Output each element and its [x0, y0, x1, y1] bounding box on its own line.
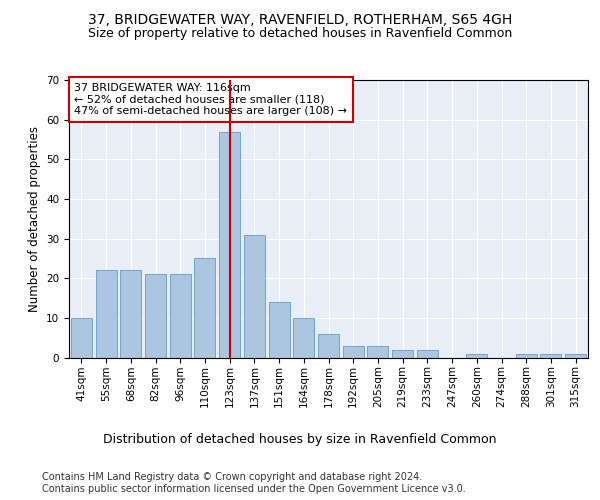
Bar [541, 354, 562, 358]
Bar [343, 346, 364, 358]
Bar [145, 274, 166, 357]
Bar [466, 354, 487, 358]
Bar [219, 132, 240, 358]
Y-axis label: Number of detached properties: Number of detached properties [28, 126, 41, 312]
Bar [293, 318, 314, 358]
Bar [95, 270, 116, 358]
Text: 37 BRIDGEWATER WAY: 116sqm
← 52% of detached houses are smaller (118)
47% of sem: 37 BRIDGEWATER WAY: 116sqm ← 52% of deta… [74, 83, 347, 116]
Bar [392, 350, 413, 358]
Text: 37, BRIDGEWATER WAY, RAVENFIELD, ROTHERHAM, S65 4GH: 37, BRIDGEWATER WAY, RAVENFIELD, ROTHERH… [88, 12, 512, 26]
Bar [244, 234, 265, 358]
Bar [367, 346, 388, 358]
Bar [565, 354, 586, 358]
Text: Distribution of detached houses by size in Ravenfield Common: Distribution of detached houses by size … [103, 432, 497, 446]
Bar [417, 350, 438, 358]
Bar [516, 354, 537, 358]
Bar [318, 334, 339, 357]
Bar [120, 270, 141, 358]
Bar [170, 274, 191, 357]
Bar [71, 318, 92, 358]
Text: Size of property relative to detached houses in Ravenfield Common: Size of property relative to detached ho… [88, 28, 512, 40]
Text: Contains HM Land Registry data © Crown copyright and database right 2024.
Contai: Contains HM Land Registry data © Crown c… [42, 472, 466, 494]
Bar [269, 302, 290, 358]
Bar [194, 258, 215, 358]
